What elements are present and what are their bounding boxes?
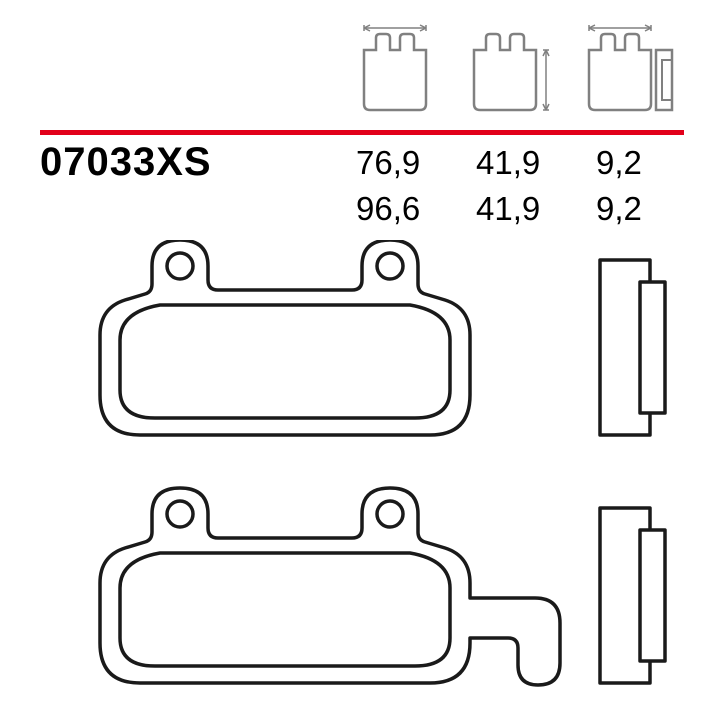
- dim-width: 96,6: [356, 186, 428, 232]
- dimension-legend-icons: [356, 20, 676, 115]
- thickness-dimension-icon: [589, 25, 672, 110]
- dim-height: 41,9: [476, 186, 548, 232]
- height-dimension-icon: [474, 34, 549, 110]
- part-number: 07033XS: [40, 140, 212, 185]
- section-divider: [40, 122, 684, 127]
- pad-1-side-view: [600, 260, 665, 435]
- dimensions-table: 76,9 41,9 9,2 96,6 41,9 9,2: [356, 140, 668, 232]
- dim-width: 76,9: [356, 140, 428, 186]
- dim-thickness: 9,2: [596, 186, 668, 232]
- pad-2-face-view: [100, 488, 560, 685]
- table-row: 76,9 41,9 9,2: [356, 140, 668, 186]
- dim-thickness: 9,2: [596, 140, 668, 186]
- dim-height: 41,9: [476, 140, 548, 186]
- brake-pad-diagram: [40, 240, 684, 700]
- width-dimension-icon: [364, 25, 426, 110]
- pad-1-face-view: [100, 240, 470, 435]
- table-row: 96,6 41,9 9,2: [356, 186, 668, 232]
- pad-2-side-view: [600, 508, 665, 683]
